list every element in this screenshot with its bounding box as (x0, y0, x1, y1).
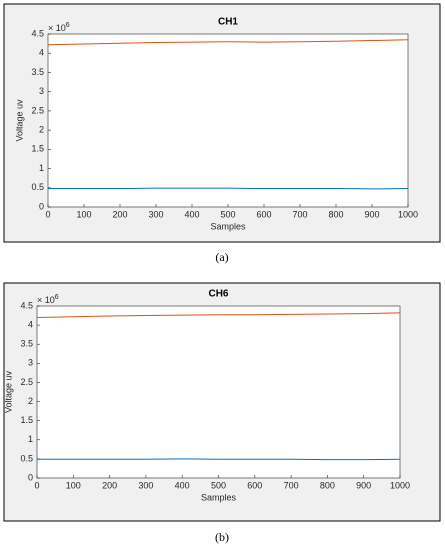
x-tick-label: 500 (211, 480, 226, 490)
x-tick-label: 0 (34, 480, 39, 490)
y-tick-label: 1.5 (20, 415, 33, 425)
y-multiplier-exp: 6 (55, 294, 59, 301)
caption: (b) (215, 530, 229, 544)
x-tick-label: 600 (247, 480, 262, 490)
x-tick-label: 400 (184, 209, 199, 219)
y-tick-label: 3.5 (20, 339, 33, 349)
x-tick-label: 1000 (390, 480, 410, 490)
x-tick-label: 800 (320, 480, 335, 490)
x-tick-label: 200 (102, 480, 117, 490)
x-tick-label: 900 (364, 209, 379, 219)
y-tick-label: 4 (39, 48, 44, 58)
x-axis-label: Samples (201, 492, 237, 502)
y-tick-label: 0 (28, 472, 33, 482)
y-tick-label: 4 (28, 319, 33, 329)
y-tick-label: 1.5 (31, 144, 44, 154)
data-line (36, 312, 401, 318)
y-tick-label: 2.5 (20, 377, 33, 387)
y-tick-label: 2 (28, 396, 33, 406)
x-tick-label: 200 (112, 209, 127, 219)
y-tick-label: 1 (28, 434, 33, 444)
y-tick-label: 2 (39, 124, 44, 134)
caption: (a) (215, 250, 228, 264)
y-multiplier-exp: 6 (66, 22, 70, 29)
y-tick-label: 3 (28, 358, 33, 368)
x-tick-label: 800 (328, 209, 343, 219)
data-line (37, 458, 401, 461)
y-tick-label: 1 (39, 163, 44, 173)
y-axis-label: Voltage uv (3, 370, 13, 413)
y-axis-label: Voltage uv (14, 99, 24, 142)
x-tick-label: 300 (138, 480, 153, 490)
x-tick-label: 600 (256, 209, 271, 219)
y-tick-label: 0 (39, 201, 44, 211)
x-tick-label: 500 (220, 209, 235, 219)
x-axis-label: Samples (210, 221, 246, 231)
x-tick-label: 0 (45, 209, 50, 219)
x-tick-label: 900 (356, 480, 371, 490)
x-tick-label: 700 (292, 209, 307, 219)
data-line (48, 187, 409, 190)
chart-title: CH1 (218, 17, 238, 28)
x-tick-label: 400 (175, 480, 190, 490)
y-tick-label: 4.5 (31, 28, 44, 38)
y-multiplier: × 106 (48, 22, 70, 34)
y-multiplier-base: × 10 (48, 23, 66, 33)
x-tick-label: 700 (284, 480, 299, 490)
y-tick-label: 4.5 (20, 300, 33, 310)
x-tick-label: 100 (76, 209, 91, 219)
data-line (47, 39, 409, 46)
x-tick-label: 300 (148, 209, 163, 219)
y-multiplier: × 106 (37, 294, 59, 306)
y-tick-label: 3 (39, 86, 44, 96)
y-tick-label: 2.5 (31, 105, 44, 115)
y-tick-label: 0.5 (31, 182, 44, 192)
y-tick-label: 3.5 (31, 67, 44, 77)
chart-title: CH6 (208, 289, 228, 300)
plot-area (47, 33, 409, 208)
y-multiplier-base: × 10 (37, 295, 55, 305)
y-tick-label: 0.5 (20, 453, 33, 463)
x-tick-label: 1000 (398, 209, 418, 219)
x-tick-label: 100 (66, 480, 81, 490)
plot-area (36, 305, 401, 479)
